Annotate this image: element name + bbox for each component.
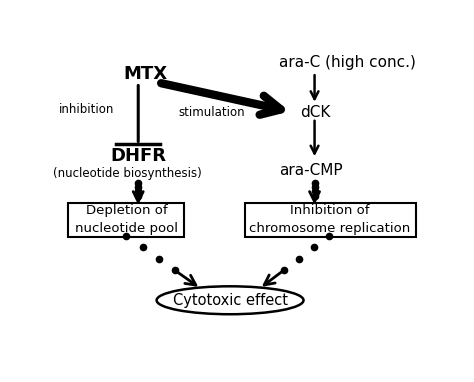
Text: dCK: dCK: [300, 105, 330, 120]
Text: ara-CMP: ara-CMP: [279, 163, 343, 178]
Text: inhibition: inhibition: [59, 103, 115, 116]
Text: (nucleotide biosynthesis): (nucleotide biosynthesis): [53, 167, 201, 180]
Text: Cytotoxic effect: Cytotoxic effect: [173, 293, 288, 308]
FancyBboxPatch shape: [245, 203, 416, 237]
Ellipse shape: [156, 286, 303, 314]
Text: Depletion of
nucleotide pool: Depletion of nucleotide pool: [75, 204, 178, 235]
Text: ara-C (high conc.): ara-C (high conc.): [279, 55, 416, 70]
Text: MTX: MTX: [124, 65, 168, 83]
FancyArrowPatch shape: [161, 83, 281, 115]
FancyBboxPatch shape: [68, 203, 184, 237]
Text: stimulation: stimulation: [178, 105, 245, 118]
Text: DHFR: DHFR: [110, 147, 166, 165]
Text: Inhibition of
chromosome replication: Inhibition of chromosome replication: [249, 204, 410, 235]
